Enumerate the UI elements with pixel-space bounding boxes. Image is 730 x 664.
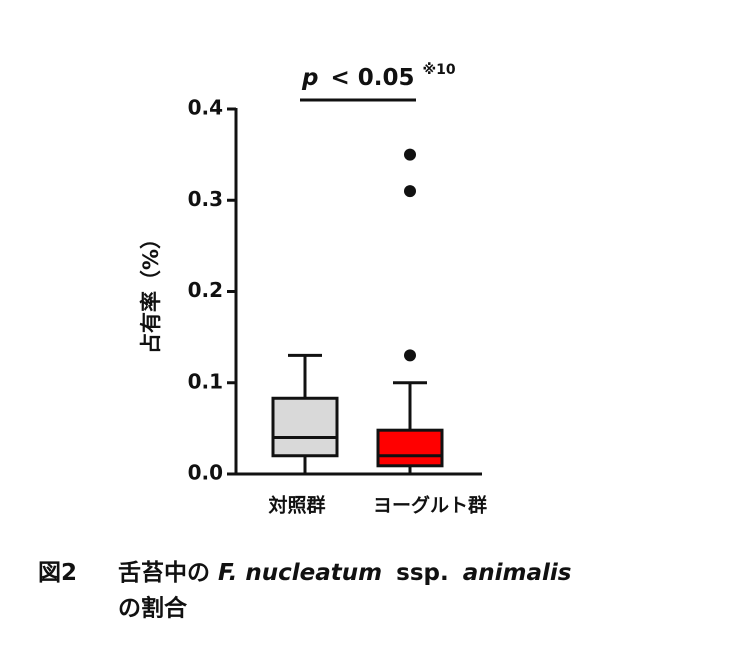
annotation: p < 0.05 ※10: [301, 62, 456, 91]
y-tick-label: 0.4: [188, 96, 223, 120]
caption-line-1: 図2 舌苔中の F. nucleatum ssp. animalis: [38, 559, 571, 586]
caption-label: 図2: [38, 560, 77, 586]
x-tick-label: ヨーグルト群: [373, 494, 487, 517]
outlier: [404, 148, 416, 161]
y-tick-label: 0.0: [188, 461, 223, 485]
y-tick-label: 0.2: [188, 278, 223, 302]
annotation-p: p: [301, 65, 318, 91]
caption-part: animalis: [463, 560, 572, 586]
annotation-note: ※10: [423, 62, 456, 78]
box: [376, 428, 444, 468]
box: [271, 396, 339, 458]
y-tick-label: 0.3: [188, 187, 223, 211]
caption-part: 舌苔中の: [118, 559, 210, 586]
outlier: [404, 349, 416, 362]
outlier: [404, 185, 416, 198]
caption-part: ssp.: [396, 560, 449, 586]
annotation-text: < 0.05: [330, 65, 414, 91]
y-tick-label: 0.1: [188, 369, 223, 393]
x-tick-label: 対照群: [267, 494, 325, 517]
y-axis-label: 占有率（%）: [139, 228, 163, 354]
caption-part: F. nucleatum: [218, 560, 382, 586]
caption-part: の割合: [118, 595, 188, 622]
